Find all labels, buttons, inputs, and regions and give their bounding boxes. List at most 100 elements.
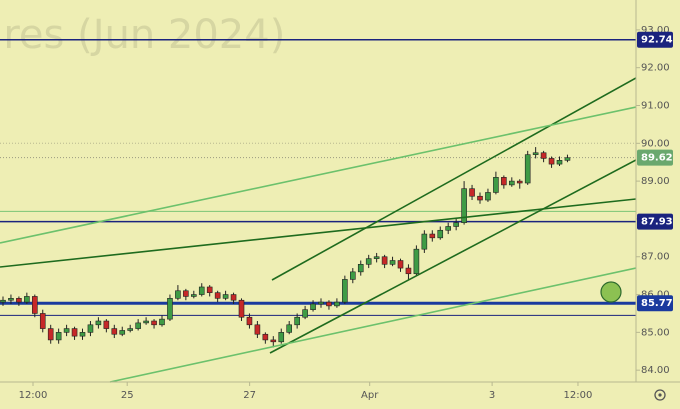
candle-body bbox=[31, 296, 38, 314]
price-line-label: 92.74 bbox=[641, 35, 673, 46]
candle-body bbox=[365, 258, 372, 265]
candle-body bbox=[437, 229, 444, 239]
candle-body bbox=[16, 298, 22, 303]
price-line-label: 85.77 bbox=[641, 298, 673, 309]
candle-body bbox=[24, 296, 30, 303]
candle-body bbox=[564, 157, 571, 161]
candle-body bbox=[397, 260, 404, 269]
x-tick-label: 25 bbox=[121, 390, 134, 401]
x-tick-label: Apr bbox=[361, 390, 379, 401]
candle-body bbox=[175, 290, 181, 299]
candle-body bbox=[262, 333, 269, 341]
candle-body bbox=[357, 263, 364, 273]
candle-body bbox=[381, 256, 388, 265]
candle-body bbox=[87, 324, 94, 333]
candle-body bbox=[453, 222, 459, 227]
channel-lower bbox=[269, 159, 637, 354]
axes: 84.0085.0086.0087.0088.0089.0090.0091.00… bbox=[19, 25, 673, 401]
price-line-label-bg bbox=[637, 295, 673, 312]
candle-body bbox=[151, 320, 157, 326]
candle-body bbox=[270, 339, 277, 343]
candle-body bbox=[63, 328, 70, 333]
price-line-label-bg bbox=[637, 213, 673, 230]
y-tick-label: 93.00 bbox=[641, 25, 670, 36]
candle-body bbox=[111, 328, 118, 335]
candle-body bbox=[143, 320, 149, 324]
candle-body bbox=[8, 298, 14, 301]
y-tick-label: 84.00 bbox=[641, 365, 670, 376]
trend-lines bbox=[0, 77, 637, 383]
candle-body bbox=[103, 320, 110, 329]
candle-body bbox=[302, 309, 308, 318]
candle-body bbox=[421, 233, 428, 250]
candle-body bbox=[191, 294, 197, 297]
candle-body bbox=[159, 318, 165, 326]
candle-body bbox=[556, 160, 563, 165]
last-price-label: 89.62 bbox=[641, 153, 673, 164]
candle-body bbox=[246, 316, 253, 326]
candle-body bbox=[55, 332, 62, 341]
trend-light-lower bbox=[109, 267, 637, 383]
candle-body bbox=[238, 299, 245, 318]
candle-body bbox=[206, 286, 213, 293]
candle-body bbox=[198, 286, 205, 295]
candle-body bbox=[469, 188, 475, 197]
candle-body bbox=[429, 233, 436, 239]
candle-body bbox=[461, 188, 467, 224]
candle-body bbox=[389, 260, 396, 265]
y-tick-label: 90.00 bbox=[641, 138, 670, 149]
settings-gear-center bbox=[658, 393, 662, 397]
candle-body bbox=[135, 322, 141, 329]
candle-body bbox=[349, 271, 356, 280]
candle-body bbox=[548, 158, 555, 165]
plot-area bbox=[0, 38, 636, 348]
candle-body bbox=[230, 294, 237, 301]
candle-body bbox=[71, 328, 78, 337]
candle-body bbox=[445, 226, 452, 231]
candle-body bbox=[310, 303, 316, 310]
candle-body bbox=[540, 152, 547, 159]
y-tick-label: 87.00 bbox=[641, 252, 670, 263]
price-line-label: 87.93 bbox=[641, 217, 673, 228]
x-tick-label: 12:00 bbox=[19, 390, 48, 401]
candle-body bbox=[326, 301, 332, 307]
candle-body bbox=[286, 324, 293, 333]
candle-body bbox=[214, 292, 221, 299]
candle-body bbox=[119, 330, 126, 335]
y-tick-label: 91.00 bbox=[641, 100, 670, 111]
marker-circle bbox=[600, 281, 622, 303]
last-price-label-bg bbox=[637, 149, 673, 166]
candle-body bbox=[222, 294, 229, 299]
candle-body bbox=[167, 298, 173, 320]
watermark-title: ures (Jun 2024) bbox=[0, 12, 285, 58]
x-tick-label: 27 bbox=[243, 390, 256, 401]
settings-gear[interactable] bbox=[654, 389, 666, 401]
x-tick-label: 3 bbox=[489, 390, 495, 401]
y-tick-label: 89.00 bbox=[641, 176, 670, 187]
candle-body bbox=[39, 313, 46, 329]
candle-body bbox=[524, 154, 531, 184]
candle-body bbox=[485, 192, 491, 201]
candle-body bbox=[294, 316, 300, 326]
trend-light-upper bbox=[0, 106, 637, 244]
candle-body bbox=[532, 152, 539, 155]
candle-body bbox=[342, 279, 348, 303]
price-line-label-bg bbox=[637, 31, 673, 48]
candle-body bbox=[477, 195, 483, 201]
candle-body bbox=[501, 177, 507, 186]
candle-body bbox=[334, 301, 340, 307]
candle-body bbox=[413, 248, 420, 275]
candle-body bbox=[79, 332, 86, 337]
settings-icon[interactable] bbox=[654, 389, 666, 401]
x-tick-label: 12:00 bbox=[564, 390, 593, 401]
candle-body bbox=[278, 332, 285, 343]
candle-body bbox=[493, 177, 499, 193]
candle-body bbox=[95, 320, 102, 326]
candle-body bbox=[127, 328, 133, 331]
candle-body bbox=[0, 299, 6, 303]
y-tick-label: 86.00 bbox=[641, 290, 670, 301]
y-tick-label: 92.00 bbox=[641, 63, 670, 74]
candle-body bbox=[405, 267, 412, 275]
